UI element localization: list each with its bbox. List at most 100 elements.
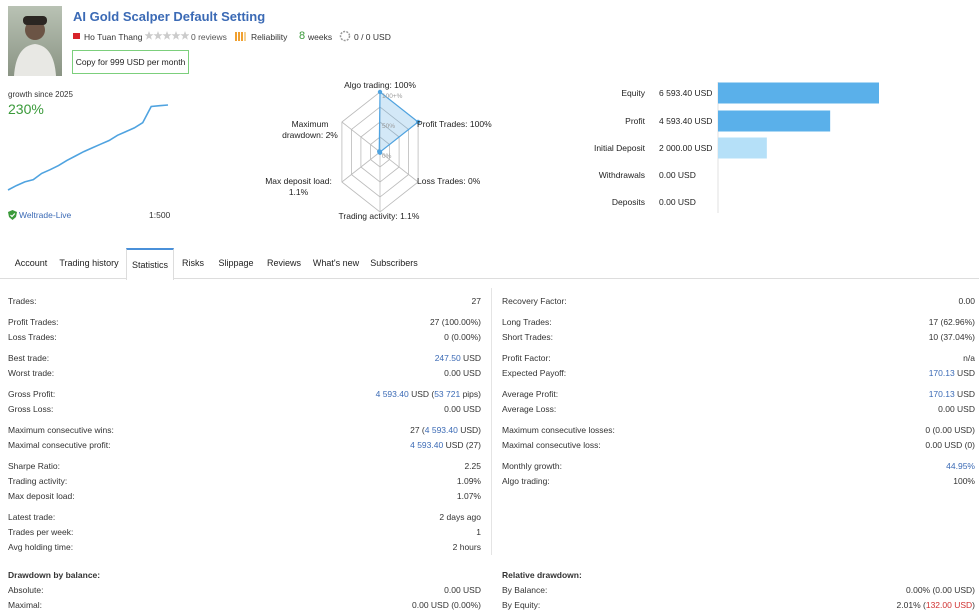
radar-spoke xyxy=(341,151,381,183)
radar-spoke xyxy=(379,151,419,183)
stat-label: Average Profit: xyxy=(502,389,559,399)
stat-value: 2.01% (132.00 USD) xyxy=(897,600,975,611)
stat-value-part: USD) xyxy=(457,425,481,435)
stat-value: 27 xyxy=(471,296,481,306)
bar-value-label: 0.00 USD xyxy=(659,197,696,207)
reliability: Reliability xyxy=(251,32,288,42)
stat-label: Maximum consecutive wins: xyxy=(8,425,114,435)
copy-button[interactable]: Copy for 999 USD per month xyxy=(72,50,189,74)
coin-icon xyxy=(339,30,351,42)
radar-point xyxy=(415,119,421,125)
author[interactable]: Ho Tuan Thang xyxy=(84,32,143,42)
tab-rule xyxy=(0,278,979,279)
stat-value: 4 593.40 USD (53 721 pips) xyxy=(376,389,481,400)
rating-stars xyxy=(145,31,189,40)
stat-label: Avg holding time: xyxy=(8,542,74,552)
tab[interactable]: Risks xyxy=(182,258,204,268)
duration-number: 8 xyxy=(299,30,306,42)
bar-value-label: 6 593.40 USD xyxy=(659,88,712,98)
stat-value: 2 hours xyxy=(452,542,481,552)
stat-label: Profit Trades: xyxy=(8,317,59,327)
stat-value: 0 (0.00%) xyxy=(444,332,481,342)
bar xyxy=(718,137,767,159)
radar-label: Maximum drawdown: 2% xyxy=(282,119,338,140)
stat-value-part: 27 ( xyxy=(410,425,425,435)
stat-label: Trades per week: xyxy=(8,527,74,537)
stat-label: By Equity: xyxy=(502,600,541,610)
stat-label: Short Trades: xyxy=(502,332,554,342)
radar-spoke xyxy=(341,121,381,153)
bar-value-label: 4 593.40 USD xyxy=(659,116,712,126)
bar-category: Initial Deposit xyxy=(594,143,646,153)
stat-label: Monthly growth: xyxy=(502,461,562,471)
stat-value-part[interactable]: 247.50 xyxy=(434,353,461,363)
tab[interactable]: Slippage xyxy=(218,258,254,268)
radar-label: Loss Trades: 0% xyxy=(417,176,481,186)
growth-value: 230% xyxy=(8,101,44,117)
leverage: 1:500 xyxy=(149,210,171,220)
subscribers: 0 / 0 USD xyxy=(354,32,391,42)
radar-tick-label: 100+% xyxy=(382,93,403,100)
stat-value-part: ) xyxy=(972,600,975,610)
drawdown-title: Drawdown by balance: xyxy=(8,570,101,580)
stat-value-part: USD xyxy=(954,368,975,378)
stat-value: 4 593.40 USD (27) xyxy=(410,440,481,451)
tab[interactable]: Reviews xyxy=(266,258,301,268)
bar-category: Profit xyxy=(625,116,645,126)
tab[interactable]: What's new xyxy=(312,258,360,268)
stat-value: 10 (37.04%) xyxy=(928,332,975,342)
duration-unit: weeks xyxy=(308,32,333,42)
stat-value: 27 (4 593.40 USD) xyxy=(410,425,481,436)
stat-value-part: 2.01% ( xyxy=(896,600,926,610)
stat-label: Maximal consecutive profit: xyxy=(8,440,111,450)
stat-value-part[interactable]: 53 721 xyxy=(434,389,461,399)
reliability-icon xyxy=(235,32,246,41)
growth-line xyxy=(7,104,169,191)
stat-value-part[interactable]: 170.13 xyxy=(928,368,955,378)
stat-label: Max deposit load: xyxy=(8,491,75,501)
tab[interactable]: Statistics xyxy=(126,248,174,280)
stat-value: 2.25 xyxy=(464,461,481,471)
tab[interactable]: Subscribers xyxy=(370,258,418,268)
tab[interactable]: Trading history xyxy=(59,258,119,268)
stat-value: 0.00 USD (0) xyxy=(925,440,975,450)
stat-value-part[interactable]: 44.95% xyxy=(946,461,975,471)
avatar-figure xyxy=(14,16,56,76)
radar-tick-label: 50% xyxy=(382,123,395,130)
stat-value-part[interactable]: 4 593.40 xyxy=(410,440,444,450)
charts: 100+% 50% 0% Equity 6 593.40 USD Profit 4 593.… xyxy=(7,82,879,213)
stat-value-part[interactable]: 170.13 xyxy=(928,389,955,399)
broker-icon xyxy=(8,210,17,220)
stat-value: 170.13 USD xyxy=(929,389,975,400)
stat-value-part[interactable]: 4 593.40 xyxy=(375,389,409,399)
growth-label: growth since 2025 xyxy=(8,90,73,99)
avatar[interactable] xyxy=(8,6,62,76)
stat-value: 0.00 USD xyxy=(938,404,975,414)
tab[interactable]: Account xyxy=(14,258,48,268)
bar-value-label: 0.00 USD xyxy=(659,170,696,180)
stat-label: Maximum consecutive losses: xyxy=(502,425,615,435)
broker[interactable]: Weltrade-Live xyxy=(19,210,72,220)
stat-value-part[interactable]: 4 593.40 xyxy=(424,425,458,435)
drawdown-title: Relative drawdown: xyxy=(502,570,582,580)
stat-value: 0.00 USD (0.00%) xyxy=(412,600,481,610)
stat-label: Long Trades: xyxy=(502,317,552,327)
stat-label: Trades: xyxy=(8,296,37,306)
stat-value: 44.95% xyxy=(946,461,975,472)
stat-value: 2 days ago xyxy=(439,512,481,522)
stat-value-part: USD xyxy=(954,389,975,399)
reviews[interactable]: 0 reviews xyxy=(191,32,227,42)
signal-title[interactable]: AI Gold Scalper Default Setting xyxy=(73,9,266,24)
stat-value-part[interactable]: 132.00 USD xyxy=(925,600,973,610)
stat-label: Trading activity: xyxy=(8,476,68,486)
stat-label: Expected Payoff: xyxy=(502,368,567,378)
stat-value-part: USD (27) xyxy=(443,440,481,450)
radar-label: Max deposit load: 1.1% xyxy=(265,176,332,197)
bar xyxy=(718,110,831,132)
stat-label: Gross Loss: xyxy=(8,404,54,414)
stat-label: Recovery Factor: xyxy=(502,296,567,306)
stat-value: 17 (62.96%) xyxy=(928,317,975,327)
stat-label: Sharpe Ratio: xyxy=(8,461,60,471)
radar-label: Profit Trades: 100% xyxy=(417,119,492,129)
